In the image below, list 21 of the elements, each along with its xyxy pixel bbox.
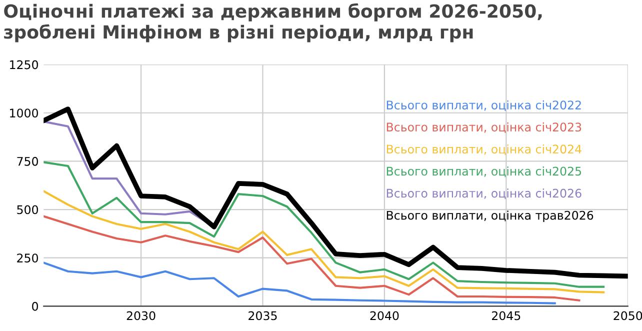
line-series [44, 190, 605, 294]
text: Всього виплати, оцінка січ2024 [386, 144, 582, 156]
y-tick-label: 1250 [10, 60, 38, 70]
line-series [44, 262, 556, 304]
y-tick-label: 500 [17, 205, 38, 214]
text: Всього виплати, оцінка січ2023 [386, 122, 582, 134]
x-tick-label: 2035 [248, 311, 277, 320]
y-tick-label: 250 [17, 254, 38, 262]
text: Всього виплати, оцінка трав2026 [386, 210, 594, 222]
x-tick-label: 2045 [492, 311, 520, 320]
y-tick-label: 0 [32, 302, 38, 311]
line-series [44, 161, 605, 288]
chart-title: Оціночні платежі за державним боргом 2026-2050, зроблені Мінфіном в різні періоди, млрд грн [4, 3, 542, 42]
x-tick-label: 2040 [370, 311, 399, 320]
text: Всього виплати, оцінка січ2026 [386, 188, 582, 200]
text: Всього виплати, оцінка січ2025 [386, 166, 582, 178]
y-tick-label: 750 [17, 156, 38, 166]
x-tick-label: 2050 [614, 311, 642, 320]
y-tick-label: 1000 [10, 108, 38, 118]
text: Всього виплати, оцінка січ2022 [386, 100, 581, 111]
x-tick-label: 2030 [126, 311, 156, 320]
